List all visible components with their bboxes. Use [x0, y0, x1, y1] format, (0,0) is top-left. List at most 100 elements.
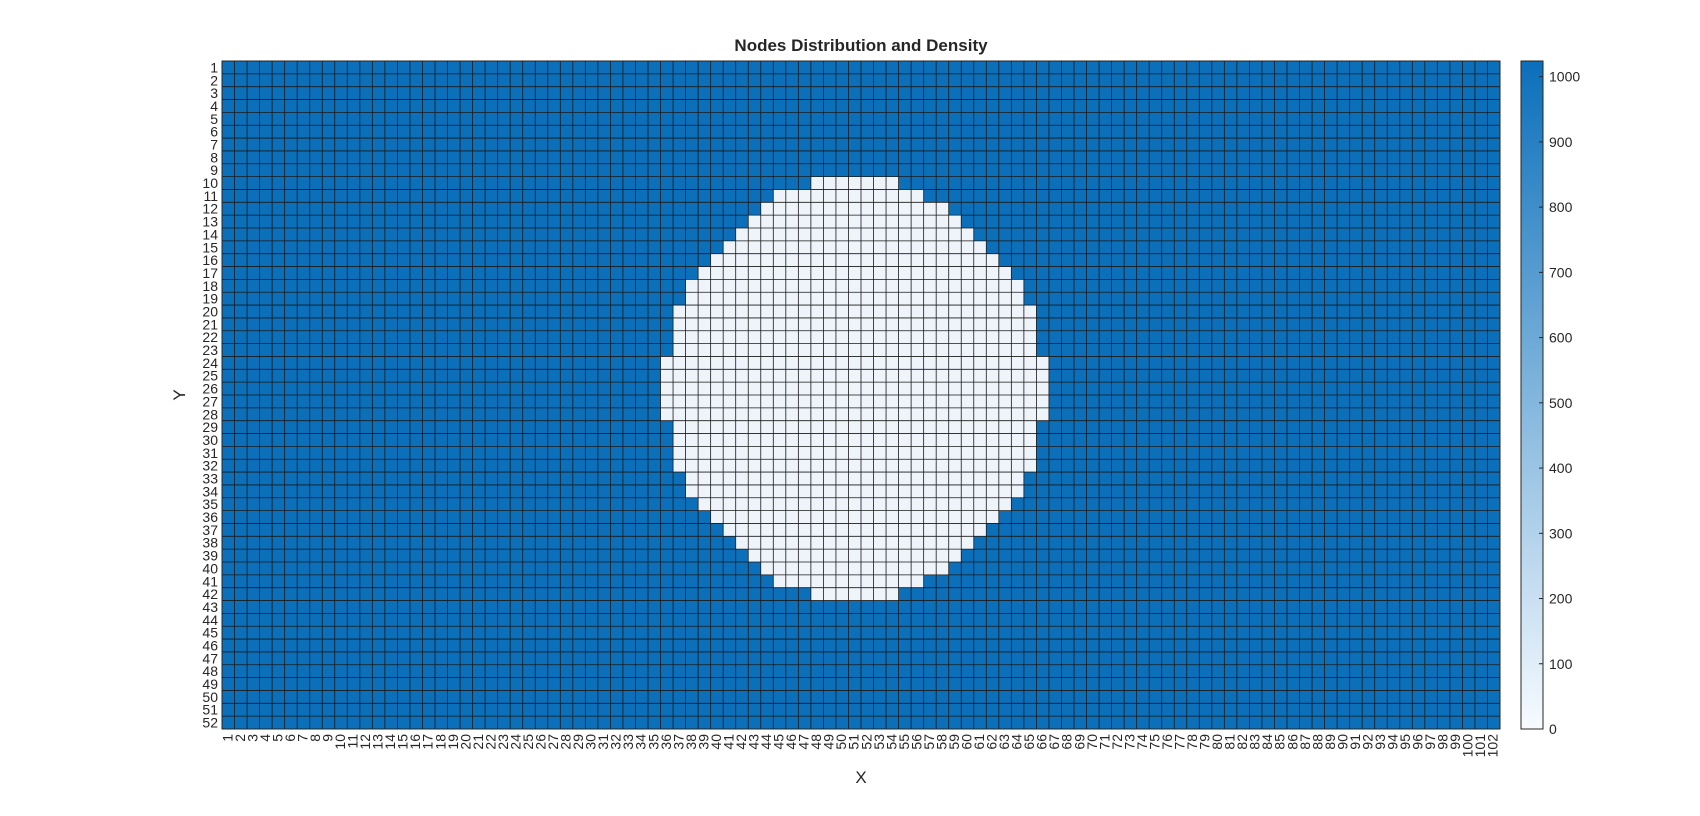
heatmap-cell — [284, 369, 298, 383]
heatmap-cell — [397, 138, 411, 152]
heatmap-cell — [961, 73, 975, 87]
heatmap-cell — [1074, 484, 1087, 499]
heatmap-cell — [1136, 484, 1150, 499]
heatmap-cell — [773, 639, 787, 653]
heatmap-cell — [685, 639, 699, 653]
heatmap-cell — [1086, 562, 1100, 576]
heatmap-cell — [234, 330, 248, 344]
heatmap-cell — [648, 497, 661, 511]
heatmap-cell — [460, 176, 473, 190]
heatmap-cell — [1048, 472, 1062, 486]
heatmap-cell — [1124, 215, 1137, 229]
heatmap-cell — [848, 369, 862, 383]
heatmap-cell — [1324, 472, 1338, 486]
heatmap-cell — [1261, 510, 1275, 524]
heatmap-cell — [397, 626, 411, 640]
heatmap-cell — [1174, 292, 1188, 306]
heatmap-cell — [1086, 138, 1100, 152]
heatmap-cell — [911, 292, 924, 306]
heatmap-cell — [1249, 112, 1263, 126]
heatmap-cell — [1161, 317, 1175, 332]
heatmap-cell — [810, 356, 824, 370]
heatmap-cell — [760, 215, 774, 229]
heatmap-cell — [1124, 626, 1137, 640]
heatmap-cell — [585, 626, 599, 640]
heatmap-cell — [698, 574, 711, 588]
heatmap-cell — [648, 587, 661, 601]
heatmap-cell — [309, 292, 323, 306]
heatmap-cell — [1449, 664, 1463, 678]
heatmap-cell — [222, 536, 235, 550]
heatmap-cell — [1124, 138, 1137, 152]
heatmap-cell — [585, 150, 599, 165]
heatmap-cell — [322, 382, 336, 396]
heatmap-cell — [748, 664, 762, 678]
heatmap-cell — [1424, 125, 1438, 139]
heatmap-cell — [610, 549, 624, 563]
heatmap-cell — [748, 228, 762, 242]
heatmap-cell — [272, 228, 285, 242]
heatmap-cell — [635, 497, 649, 511]
heatmap-cell — [748, 639, 762, 653]
heatmap-cell — [948, 497, 962, 511]
heatmap-cell — [1036, 163, 1050, 177]
heatmap-cell — [1474, 369, 1488, 383]
heatmap-cell — [748, 99, 762, 113]
heatmap-cell — [773, 163, 787, 177]
heatmap-cell — [1337, 215, 1350, 229]
heatmap-cell — [1236, 382, 1250, 396]
heatmap-cell — [1224, 189, 1238, 203]
heatmap-cell — [384, 433, 398, 447]
heatmap-cell — [1261, 61, 1275, 75]
heatmap-cell — [322, 472, 336, 486]
heatmap-cell — [1387, 574, 1401, 588]
heatmap-cell — [247, 407, 260, 421]
heatmap-cell — [1161, 562, 1175, 576]
heatmap-cell — [1312, 189, 1325, 203]
heatmap-cell — [735, 600, 749, 614]
heatmap-cell — [886, 407, 899, 421]
heatmap-cell — [1224, 356, 1238, 370]
heatmap-cell — [510, 125, 524, 139]
heatmap-cell — [660, 202, 674, 216]
heatmap-cell — [1224, 497, 1238, 511]
heatmap-cell — [522, 86, 536, 100]
heatmap-cell — [923, 677, 937, 691]
heatmap-cell — [898, 176, 912, 190]
heatmap-cell — [234, 279, 248, 293]
heatmap-cell — [1387, 600, 1401, 614]
heatmap-cell — [1387, 523, 1401, 537]
heatmap-cell — [1299, 279, 1313, 293]
heatmap-cell — [898, 189, 912, 203]
heatmap-cell — [1462, 330, 1476, 344]
heatmap-cell — [748, 395, 762, 409]
heatmap-cell — [485, 317, 498, 332]
heatmap-cell — [698, 292, 711, 306]
heatmap-cell — [873, 266, 887, 280]
heatmap-cell — [1299, 215, 1313, 229]
heatmap-cell — [597, 163, 611, 177]
heatmap-cell — [861, 305, 874, 319]
heatmap-cell — [911, 549, 924, 563]
heatmap-cell — [873, 536, 887, 550]
heatmap-cell — [472, 215, 486, 229]
heatmap-cell — [673, 292, 686, 306]
heatmap-cell — [334, 562, 348, 576]
heatmap-cell — [773, 356, 787, 370]
heatmap-cell — [535, 369, 549, 383]
heatmap-cell — [673, 138, 686, 152]
heatmap-cell — [1199, 343, 1213, 357]
heatmap-cell — [1412, 497, 1426, 511]
heatmap-cell — [334, 253, 348, 267]
heatmap-cell — [622, 266, 636, 280]
heatmap-cell — [810, 639, 824, 653]
heatmap-cell — [648, 99, 661, 113]
heatmap-cell — [1036, 639, 1050, 653]
heatmap-cell — [1324, 536, 1338, 550]
heatmap-cell — [848, 587, 862, 601]
heatmap-cell — [572, 176, 586, 190]
heatmap-cell — [660, 292, 674, 306]
heatmap-cell — [309, 202, 323, 216]
heatmap-cell — [547, 382, 561, 396]
heatmap-cell — [648, 484, 661, 499]
